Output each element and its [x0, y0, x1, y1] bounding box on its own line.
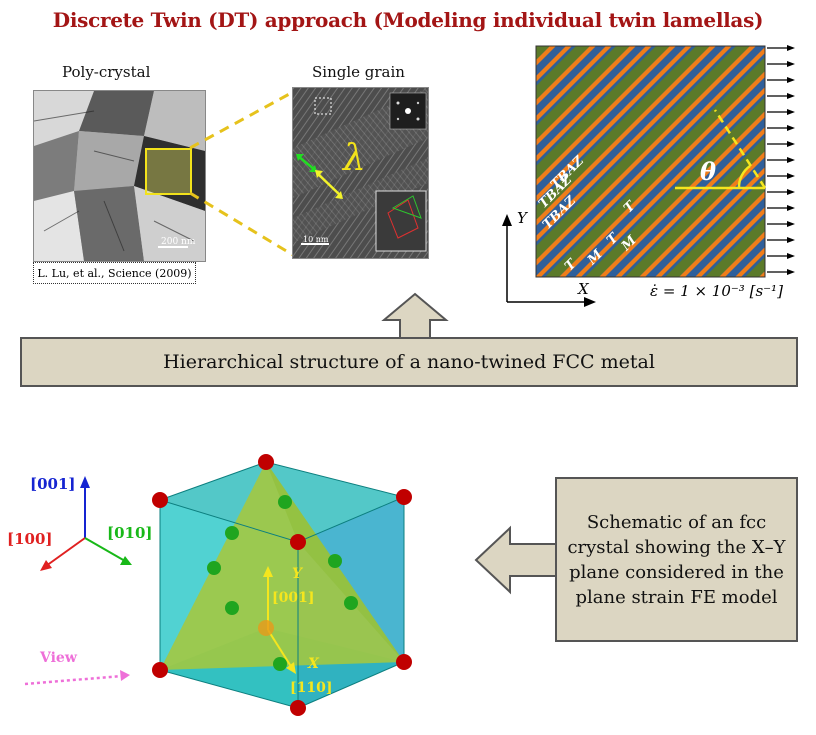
- load-arrow-head: [787, 125, 795, 131]
- load-arrow-head: [787, 77, 795, 83]
- lamella-band: [536, 46, 676, 186]
- strain-rate-label: ε̇ = 1 × 10⁻³ [s⁻¹]: [650, 282, 783, 300]
- axis-100-label: [100]: [7, 530, 53, 548]
- single-grain-image: 10 nm λ: [292, 87, 429, 259]
- single-grain-caption: Single grain: [312, 63, 405, 81]
- plane-y-label: Y: [292, 566, 302, 582]
- axis-001-label: [001]: [30, 475, 76, 493]
- lamella-band: [759, 271, 765, 277]
- lamella-band: [735, 247, 765, 277]
- plane-x-direction: [110]: [290, 680, 333, 696]
- view-label: View: [40, 650, 77, 666]
- lamella-band: [536, 46, 572, 82]
- load-arrow-head: [787, 109, 795, 115]
- lamella-band: [536, 46, 556, 66]
- lamella-band: [655, 167, 765, 277]
- load-arrow-head: [787, 205, 795, 211]
- load-arrow-head: [787, 141, 795, 147]
- lamella-band: [705, 217, 765, 277]
- lamella-band: [775, 46, 816, 277]
- polycrystal-scale-bar: 200 nm: [161, 237, 196, 247]
- lamella-band: [625, 137, 765, 277]
- axis-x-label: X: [578, 280, 589, 298]
- left-arrow: [474, 525, 557, 595]
- fcc-crystal-diagram: [24, 454, 412, 716]
- lamella-band: [599, 111, 765, 277]
- lamella-band: [536, 46, 612, 122]
- lamella-band: [559, 71, 765, 277]
- plane-y-direction: [001]: [272, 590, 315, 606]
- load-arrow-head: [787, 237, 795, 243]
- lamella-band: [679, 191, 765, 277]
- lamella-band: [719, 231, 765, 277]
- load-arrow-head: [787, 93, 795, 99]
- load-arrow-head: [787, 269, 795, 275]
- axis-y-label: Y: [517, 209, 527, 227]
- lamella-band: [575, 87, 765, 277]
- lamella-band: [536, 46, 692, 202]
- load-arrow-head: [787, 173, 795, 179]
- lamella-band: [665, 177, 765, 277]
- lamella-band: [615, 127, 765, 277]
- load-arrow-head: [787, 45, 795, 51]
- lamella-band: [536, 46, 756, 266]
- single-grain-scale-bar: 10 nm: [303, 235, 329, 244]
- load-arrow-head: [787, 221, 795, 227]
- theta-label: θ: [700, 157, 717, 186]
- load-arrow-head: [787, 61, 795, 67]
- lamella-band: [639, 151, 765, 277]
- lamella-band: [536, 46, 652, 162]
- load-arrow-head: [787, 157, 795, 163]
- lambda-label: λ: [343, 138, 366, 179]
- page-title: Discrete Twin (DT) approach (Modeling in…: [52, 8, 764, 32]
- load-arrow-head: [787, 189, 795, 195]
- polycrystal-caption: Poly-crystal: [62, 63, 151, 81]
- axis-010-label: [010]: [107, 524, 153, 542]
- lamella-band: [536, 46, 732, 242]
- hierarchy-text: Hierarchical structure of a nano-twined …: [163, 351, 655, 373]
- citation: L. Lu, et al., Science (2009): [33, 262, 196, 284]
- lamella-band: [695, 207, 765, 277]
- lamella-band: [536, 46, 636, 146]
- lamella-band: [545, 57, 765, 277]
- lamella-band: [495, 46, 532, 277]
- schematic-box: Schematic of an fcc crystal showing the …: [555, 477, 798, 642]
- up-arrow: [381, 292, 449, 339]
- hierarchy-box: Hierarchical structure of a nano-twined …: [20, 337, 798, 387]
- schematic-text: Schematic of an fcc crystal showing the …: [567, 511, 786, 608]
- load-arrow-head: [787, 253, 795, 259]
- load-arrows: [767, 45, 795, 275]
- lamella-band: [536, 46, 716, 226]
- lamella-band: [745, 257, 765, 277]
- plane-x-label: X: [308, 656, 319, 672]
- lamella-panel: [495, 45, 816, 307]
- lamella-band: [799, 46, 816, 277]
- polycrystal-image: 200 nm: [33, 90, 206, 262]
- lamella-band: [536, 46, 596, 106]
- lamella-band: [495, 46, 516, 277]
- lamella-band: [536, 47, 765, 277]
